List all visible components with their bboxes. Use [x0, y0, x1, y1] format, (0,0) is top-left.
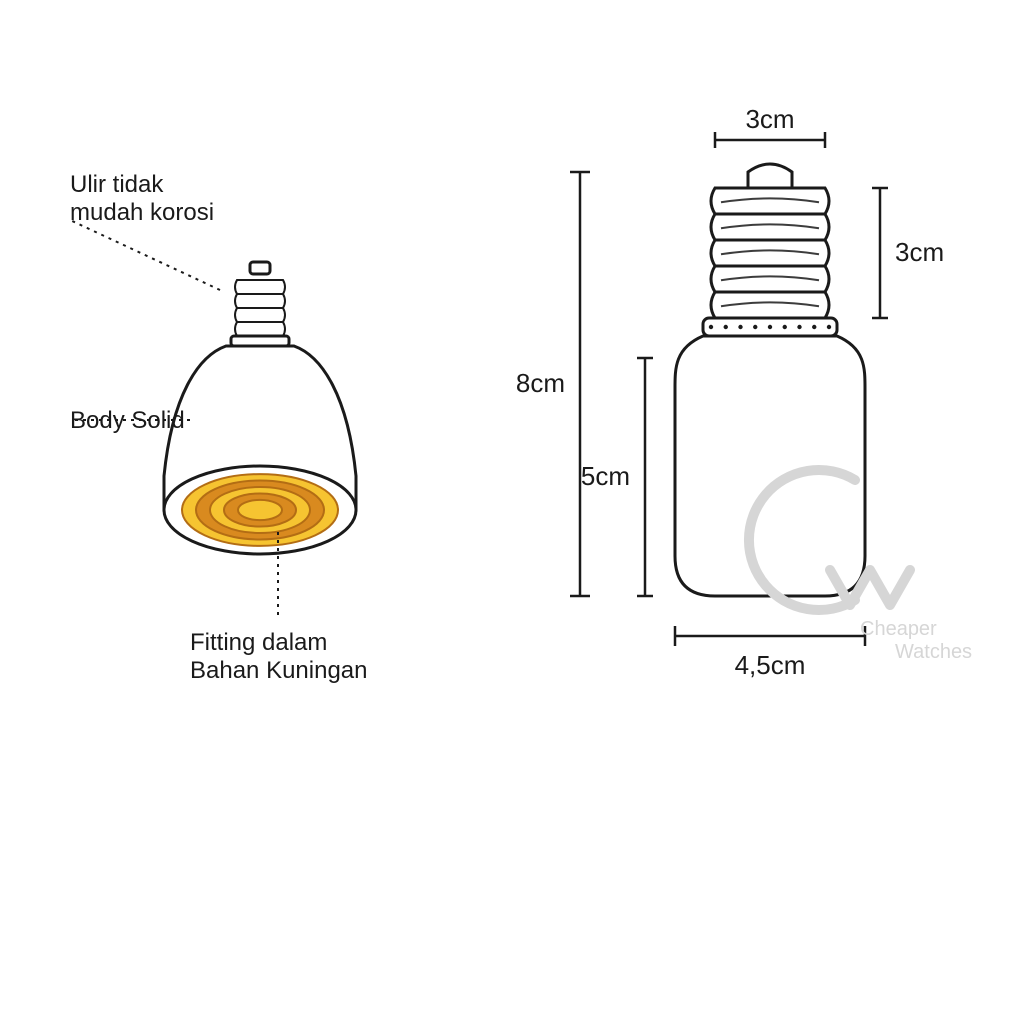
- dim-body-width: 4,5cm: [735, 650, 806, 680]
- dim-body-height: 5cm: [581, 461, 630, 491]
- label-thread: Ulir tidakmudah korosi: [70, 171, 214, 226]
- label-body: Body Solid: [70, 407, 185, 434]
- dim-screw-width: 3cm: [745, 104, 794, 134]
- right-body: [675, 336, 865, 596]
- dim-total-height: 8cm: [516, 368, 565, 398]
- brass-ring: [238, 500, 282, 520]
- watermark-line2: Watches: [895, 641, 972, 663]
- left-figure: Ulir tidakmudah korosi Body Solid Fitting …: [70, 171, 368, 684]
- label-fitting: Fitting dalamBahan Kuningan: [190, 629, 368, 684]
- watermark-line1: Cheaper: [860, 618, 937, 640]
- leader-line: [70, 220, 220, 290]
- dim-screw-height: 3cm: [895, 237, 944, 267]
